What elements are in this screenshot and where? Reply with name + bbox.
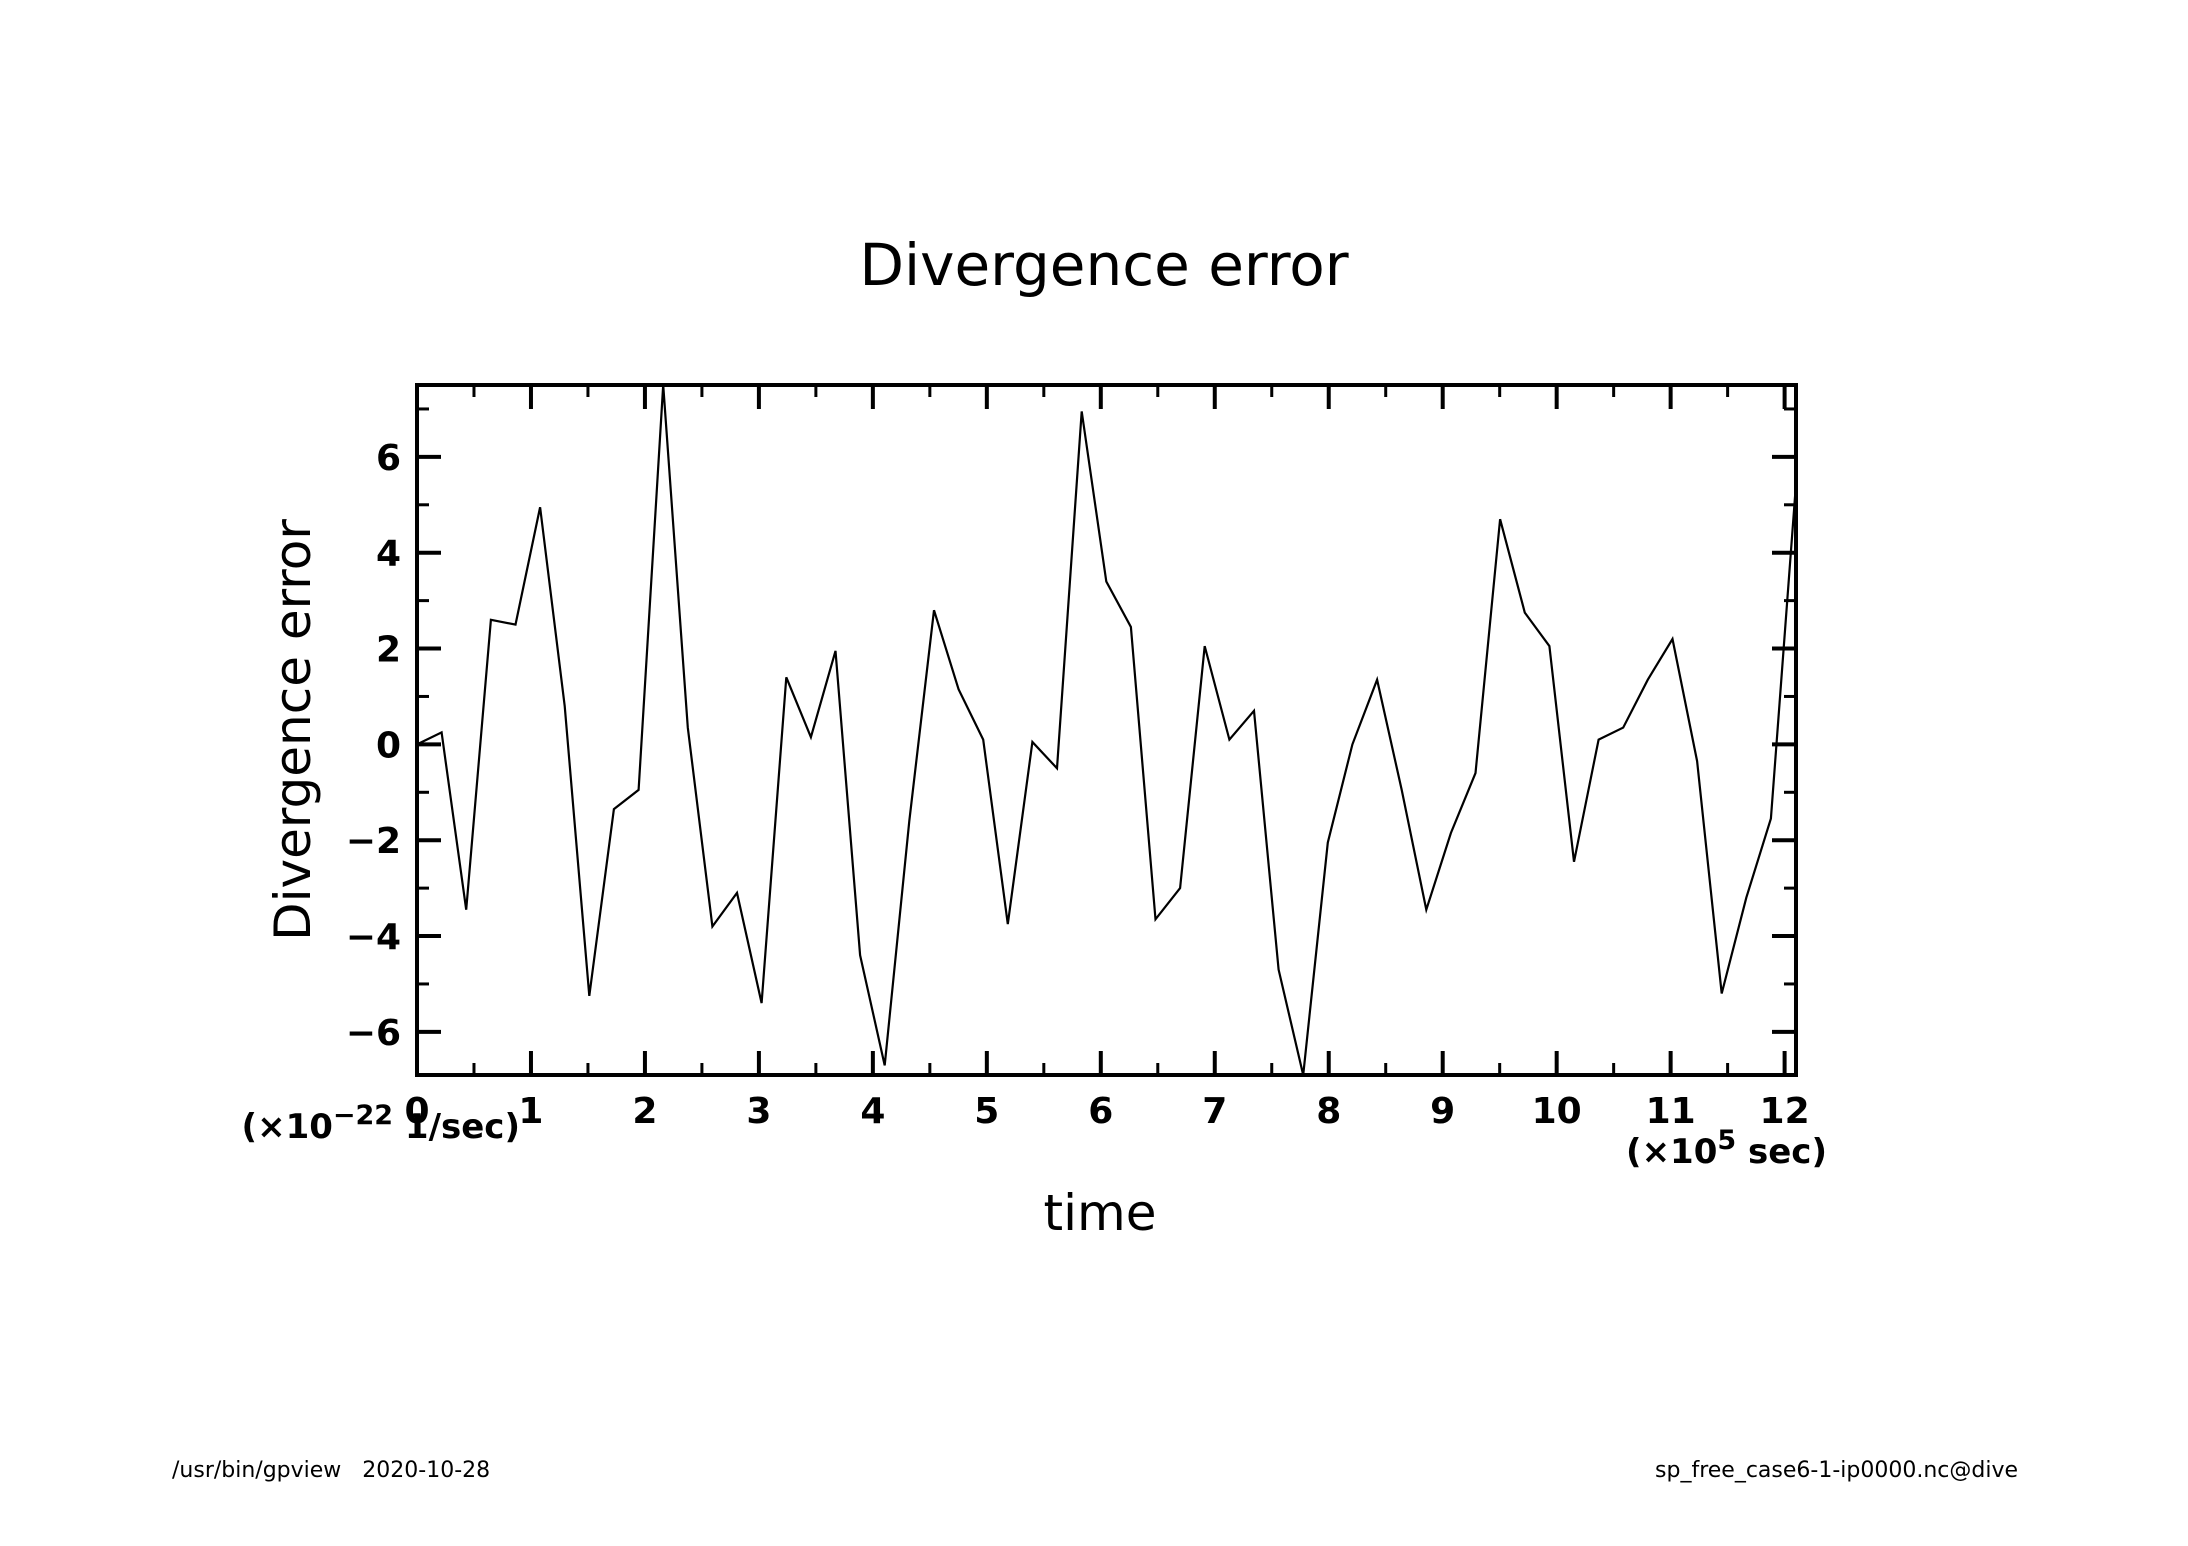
y-tick-label: 0 [376,725,401,766]
x-tick-label: 12 [1760,1091,1810,1132]
y-tick-label: 2 [376,630,401,671]
y-unit-suffix: 1/sec) [393,1107,520,1147]
x-tick-label: 5 [974,1091,999,1132]
y-tick-label: 6 [376,438,401,479]
x-tick-label: 11 [1646,1091,1696,1132]
x-unit-exp: 5 [1717,1125,1736,1156]
x-tick-label: 9 [1430,1091,1455,1132]
y-axis-label: Divergence error [264,519,322,941]
y-unit-prefix: (×10 [242,1107,333,1147]
x-tick-label: 7 [1202,1091,1227,1132]
x-tick-label: 6 [1088,1091,1113,1132]
plot-frame [415,383,1798,1077]
x-tick-label: 4 [860,1091,885,1132]
y-tick-label: 4 [376,534,401,575]
x-tick-label: 0 [404,1091,429,1132]
chart-title: Divergence error [859,231,1348,299]
x-axis-unit: (×105 sec) [1626,1125,1827,1172]
x-tick-label: 3 [746,1091,771,1132]
y-tick-label: −4 [346,917,401,958]
y-tick-label: −6 [346,1013,401,1054]
series-line [416,384,1797,1076]
x-unit-suffix: sec) [1736,1132,1827,1172]
x-tick-label: 1 [518,1091,543,1132]
footer-right: sp_free_case6-1-ip0000.nc@dive [1655,1458,2018,1483]
x-unit-prefix: (×10 [1626,1132,1717,1172]
x-tick-label: 2 [632,1091,657,1132]
y-unit-exp: −22 [333,1100,393,1131]
x-tick-label: 8 [1316,1091,1341,1132]
y-axis-unit: (×10−22 1/sec) [242,1100,520,1147]
series-layer [416,384,1797,1076]
footer-left: /usr/bin/gpview 2020-10-28 [172,1458,491,1483]
x-tick-label: 10 [1532,1091,1582,1132]
y-tick-label: −2 [346,821,401,862]
x-axis-label: time [1044,1184,1157,1242]
